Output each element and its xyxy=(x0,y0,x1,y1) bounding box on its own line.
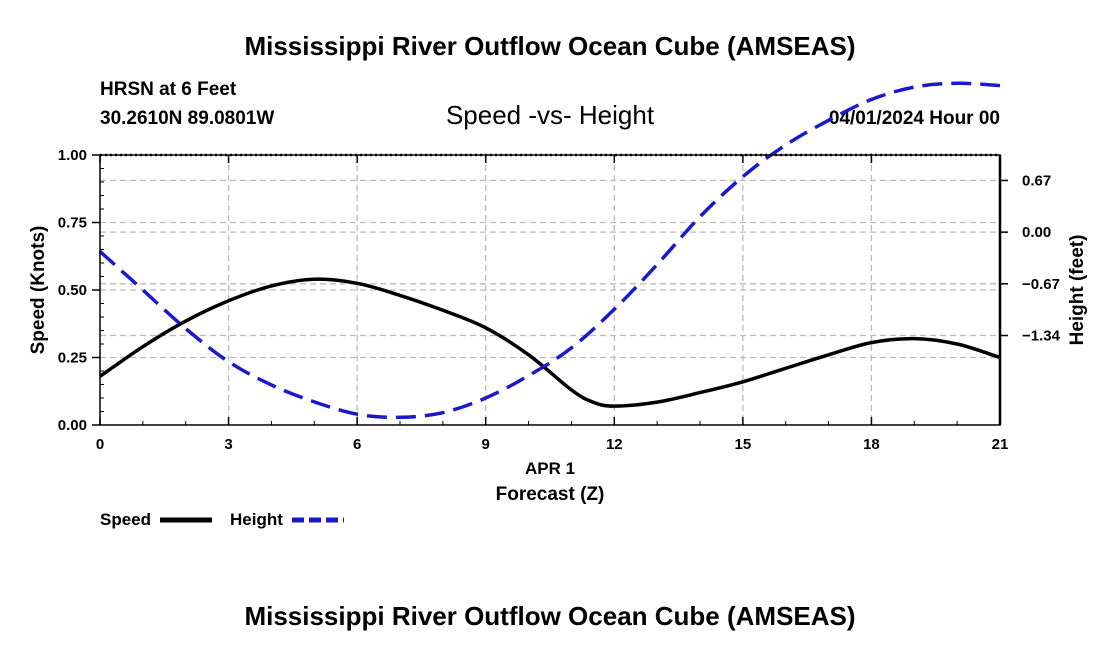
x-tick-label: 21 xyxy=(992,436,1009,453)
forecast-datetime: 04/01/2024 Hour 00 xyxy=(829,108,1000,129)
x-tick-label: 15 xyxy=(735,436,752,453)
x-tick-label: 18 xyxy=(863,436,880,453)
y-tick-label: 0.00 xyxy=(58,417,87,434)
ticks: 0 3 6 9 12 15 18 21 0.00 0.25 0.50 0.75 1.00 0.67 0.00… xyxy=(58,147,1061,453)
series-layer xyxy=(98,81,1001,420)
y-tick-label: 0.25 xyxy=(58,350,87,367)
x-tick-label: 12 xyxy=(606,436,623,453)
legend-height-label: Height xyxy=(230,510,283,529)
y-tick-label: 0.50 xyxy=(58,282,87,299)
series-line-height xyxy=(98,81,1001,420)
series-line-speed xyxy=(98,277,1001,408)
x-tick-label: 6 xyxy=(353,436,361,453)
y2-tick-label: 0.67 xyxy=(1022,172,1051,189)
y-tick-label: 1.00 xyxy=(58,147,87,164)
y-tick-label: 0.75 xyxy=(58,215,87,232)
legend-speed-label: Speed xyxy=(100,510,151,529)
footer-title: Mississippi River Outflow Ocean Cube (AM… xyxy=(244,601,855,631)
y2-tick-label: 0.00 xyxy=(1022,224,1051,241)
x-tick-label: 3 xyxy=(224,436,232,453)
legend: Speed Height xyxy=(100,510,344,529)
grid xyxy=(100,155,1000,425)
x-tick-label: 9 xyxy=(482,436,490,453)
x-axis-sublabel: APR 1 xyxy=(525,459,575,478)
y2-tick-label: −0.67 xyxy=(1022,276,1060,293)
x-axis-label: Forecast (Z) xyxy=(496,484,605,505)
main-title: Mississippi River Outflow Ocean Cube (AM… xyxy=(244,31,855,61)
chart-title: Speed -vs- Height xyxy=(446,100,655,130)
y-axis-label: Speed (Knots) xyxy=(28,226,49,355)
station-label: HRSN at 6 Feet xyxy=(100,79,237,100)
x-tick-label: 0 xyxy=(96,436,104,453)
y2-tick-label: −1.34 xyxy=(1022,328,1061,345)
y2-axis-label: Height (feet) xyxy=(1067,235,1088,346)
station-coords: 30.2610N 89.0801W xyxy=(100,108,274,129)
